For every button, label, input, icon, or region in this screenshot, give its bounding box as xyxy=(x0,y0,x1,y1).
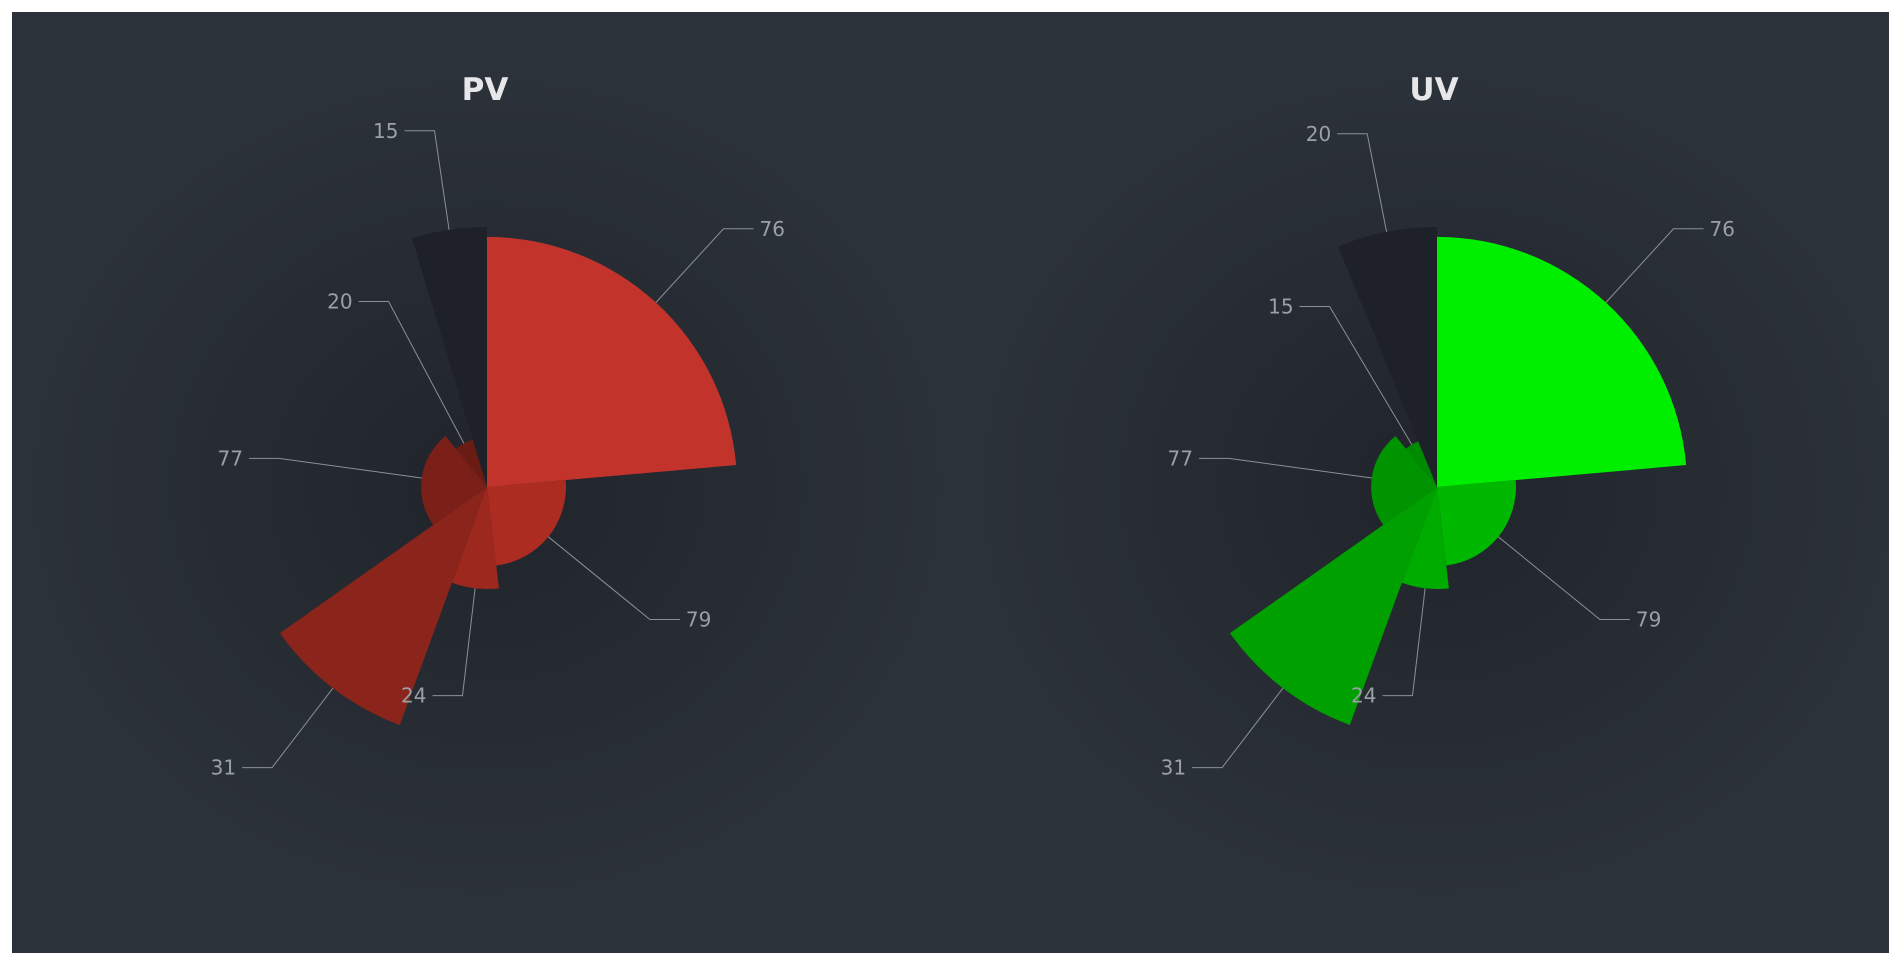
uv-leader-line-3 xyxy=(1192,687,1284,769)
pv-slice-label-1: 20 xyxy=(327,290,352,314)
uv-slice-label-1: 15 xyxy=(1268,295,1293,319)
pv-slice-1[interactable] xyxy=(455,439,487,487)
uv-slice-2[interactable] xyxy=(1371,435,1437,525)
uv-leader-line-1 xyxy=(1299,306,1413,445)
charts-svg: PV UV 15 20 77 31 24 79 76 20 15 77 31 24 79 76 xyxy=(12,12,1889,953)
uv-leader-line-2 xyxy=(1199,457,1372,479)
pv-slice-2[interactable] xyxy=(421,435,487,525)
pv-slice-4[interactable] xyxy=(451,487,499,590)
pv-slice-label-3: 31 xyxy=(211,756,236,780)
pv-slice-3[interactable] xyxy=(279,487,487,725)
pv-leader-line-3 xyxy=(242,687,334,769)
uv-slice-3[interactable] xyxy=(1229,487,1437,725)
pv-leader-line-0 xyxy=(404,130,450,230)
pv-leader-line-1 xyxy=(358,301,465,444)
pv-slice-label-5: 79 xyxy=(686,608,711,632)
uv-slice-label-5: 79 xyxy=(1636,608,1661,632)
pv-slice-label-0: 15 xyxy=(373,119,398,143)
uv-slice-0[interactable] xyxy=(1338,227,1437,487)
pv-slice-0[interactable] xyxy=(411,227,487,487)
uv-slice-label-2: 77 xyxy=(1168,446,1193,470)
uv-slice-label-6: 76 xyxy=(1710,217,1735,241)
uv-leader-line-0 xyxy=(1337,133,1388,232)
pv-slice-label-4: 24 xyxy=(401,684,426,708)
pv-leader-line-5 xyxy=(547,536,680,620)
pv-leader-line-2 xyxy=(249,457,422,479)
uv-slice-6[interactable] xyxy=(1437,236,1687,487)
pv-slice-5[interactable] xyxy=(487,480,566,566)
uv-slice-label-3: 31 xyxy=(1161,756,1186,780)
uv-pie-chart: 20 15 77 31 24 79 76 xyxy=(1161,122,1735,780)
uv-slice-5[interactable] xyxy=(1437,480,1516,566)
uv-slice-4[interactable] xyxy=(1401,487,1449,590)
pv-slice-label-2: 77 xyxy=(218,446,243,470)
uv-slice-label-0: 20 xyxy=(1306,122,1331,146)
uv-slice-1[interactable] xyxy=(1405,441,1437,487)
pv-slice-label-6: 76 xyxy=(760,217,785,241)
uv-leader-line-4 xyxy=(1382,588,1426,697)
uv-leader-line-5 xyxy=(1497,536,1630,620)
pv-pie-chart: 15 20 77 31 24 79 76 xyxy=(211,119,785,780)
uv-slice-label-4: 24 xyxy=(1351,684,1376,708)
pv-slice-6[interactable] xyxy=(487,236,737,487)
pv-chart-title: PV xyxy=(462,72,509,108)
pv-leader-line-6 xyxy=(655,228,754,303)
uv-leader-line-6 xyxy=(1605,228,1704,303)
uv-chart-title: UV xyxy=(1409,72,1458,108)
pv-leader-line-4 xyxy=(432,588,476,697)
chart-panel: PV UV 15 20 77 31 24 79 76 20 15 77 31 24 79 76 xyxy=(12,12,1889,953)
